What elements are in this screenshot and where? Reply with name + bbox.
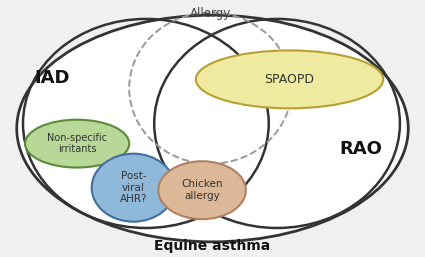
Text: Equine asthma: Equine asthma	[154, 239, 271, 253]
Text: Non-specific
irritants: Non-specific irritants	[47, 133, 107, 154]
Ellipse shape	[17, 15, 408, 242]
Ellipse shape	[25, 120, 129, 168]
Text: IAD: IAD	[34, 69, 70, 87]
Text: Post-
viral
AHR?: Post- viral AHR?	[119, 171, 147, 204]
Ellipse shape	[92, 154, 175, 222]
Text: SPAOPD: SPAOPD	[264, 73, 314, 86]
Ellipse shape	[196, 50, 383, 108]
Ellipse shape	[159, 161, 246, 219]
Text: Chicken
allergy: Chicken allergy	[181, 179, 223, 201]
Text: Allergy: Allergy	[190, 7, 231, 20]
Text: RAO: RAO	[339, 140, 382, 158]
